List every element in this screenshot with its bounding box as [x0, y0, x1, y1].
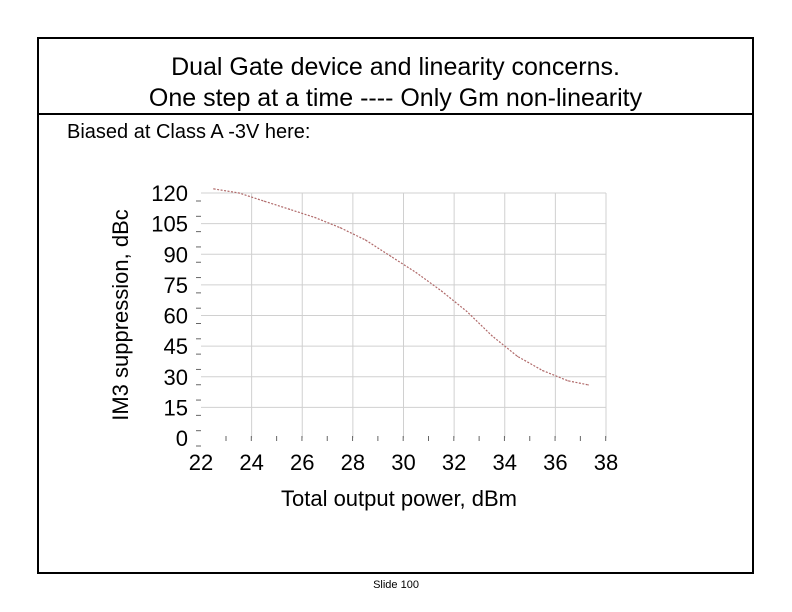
y-tick-label: 30 — [164, 365, 188, 390]
title-line-2: One step at a time ---- Only Gm non-line… — [148, 84, 643, 112]
x-tick-label: 22 — [189, 450, 213, 475]
data-point — [440, 290, 443, 292]
data-point — [314, 216, 316, 219]
slide-title: Dual Gate device and linearity concerns.… — [37, 37, 754, 115]
data-point — [390, 255, 392, 257]
im3-series-line — [213, 188, 589, 386]
y-tick-label: 45 — [164, 334, 188, 359]
x-tick-label: 34 — [493, 450, 517, 475]
x-tick-label: 36 — [543, 450, 567, 475]
y-tick-label: 60 — [164, 304, 188, 329]
slide-frame — [37, 37, 754, 574]
y-axis-label: IM3 suppression, dBc — [108, 209, 133, 421]
data-point — [587, 384, 589, 386]
data-point — [288, 208, 291, 210]
x-tick-label: 38 — [594, 450, 618, 475]
y-tick-label: 90 — [164, 242, 188, 267]
data-point — [213, 188, 215, 190]
slide-subtitle: Biased at Class A -3V here: — [67, 121, 311, 143]
data-point — [542, 370, 544, 372]
x-axis-label: Total output power, dBm — [281, 486, 517, 511]
x-tick-label: 26 — [290, 450, 314, 475]
slide-number: Slide 100 — [373, 579, 419, 591]
x-tick-label: 28 — [341, 450, 365, 475]
x-tick-label: 30 — [391, 450, 415, 475]
data-point — [238, 192, 240, 194]
data-point — [466, 310, 468, 313]
x-tick-label: 24 — [239, 450, 263, 475]
y-tick-label: 105 — [151, 212, 188, 237]
data-point — [263, 200, 265, 202]
title-line-1: Dual Gate device and linearity concerns. — [171, 53, 620, 81]
data-point — [567, 380, 569, 382]
data-point — [491, 335, 493, 337]
y-tick-label: 0 — [176, 426, 188, 451]
y-tick-label: 120 — [151, 181, 188, 206]
data-point — [516, 355, 519, 357]
data-point — [415, 272, 417, 274]
y-tick-label: 75 — [164, 273, 188, 298]
y-tick-label: 15 — [164, 395, 188, 420]
data-point — [364, 239, 367, 241]
x-tick-label: 32 — [442, 450, 466, 475]
data-point — [339, 227, 341, 229]
